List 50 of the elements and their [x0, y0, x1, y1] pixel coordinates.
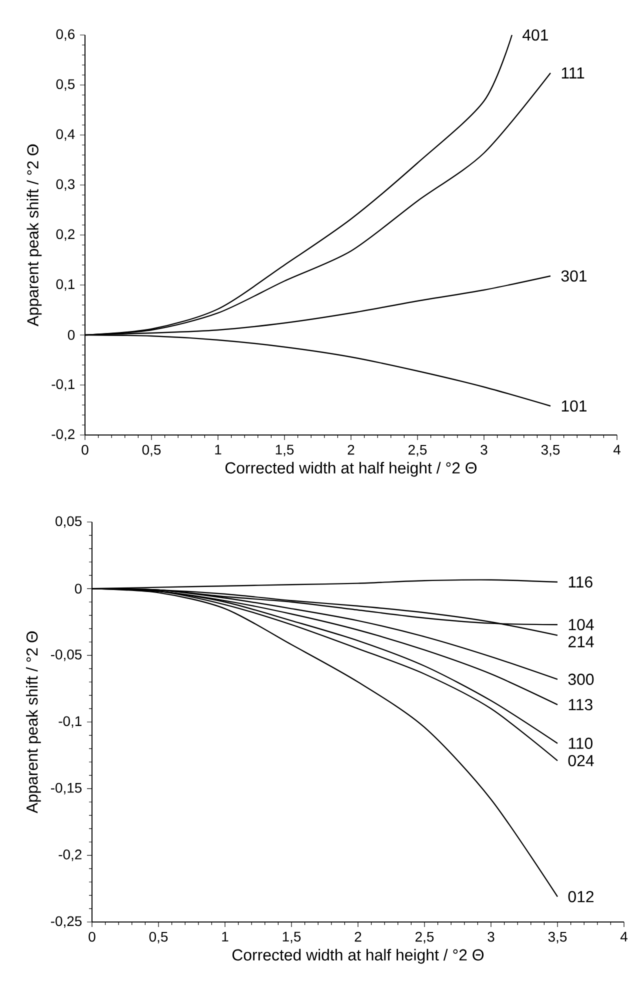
x-tick-label: 1	[215, 444, 222, 454]
series-label: 024	[568, 755, 594, 766]
series-label: 116	[568, 576, 592, 588]
y-tick-label: 0,4	[56, 129, 75, 141]
series-label: 301	[561, 270, 586, 282]
y-tick-label: 0,5	[56, 79, 75, 91]
y-tick-label: -0,1	[52, 379, 74, 391]
x-tick-label: 3,5	[541, 444, 560, 456]
y-tick-label: 0,2	[56, 229, 74, 241]
x-tick-label: 0	[82, 444, 88, 455]
series-label: 104	[568, 619, 594, 630]
x-tick-label: 1,5	[276, 444, 294, 456]
x-tick-label: 4	[613, 444, 620, 454]
series-label: 101	[562, 400, 586, 412]
series-label: 300	[568, 674, 594, 685]
x-tick-label: 2,5	[416, 932, 434, 944]
x-tick-label: 0,5	[149, 932, 168, 944]
y-axis-title: Apparent peak shift / °2 Θ	[26, 144, 42, 326]
x-tick-label: 1,5	[282, 932, 301, 944]
y-tick-label: -0,05	[50, 650, 82, 662]
x-tick-label: 0,5	[142, 444, 161, 456]
x-tick-label: 3,5	[548, 932, 567, 944]
x-axis-title: Corrected width at half height / °2 Θ	[225, 462, 477, 477]
x-tick-label: 1	[222, 932, 228, 942]
x-tick-label: 2	[348, 444, 354, 455]
x-tick-label: 3	[488, 932, 494, 942]
x-tick-label: 4	[620, 932, 628, 942]
y-tick-label: 0	[74, 584, 82, 594]
y-tick-label: -0,15	[50, 782, 82, 794]
y-tick-label: -0,1	[58, 716, 82, 728]
series-label: 401	[522, 29, 548, 41]
x-axis-title: Corrected width at half height / °2 Θ	[232, 948, 484, 964]
y-tick-label: -0,2	[58, 850, 82, 862]
y-tick-label: 0,05	[56, 516, 82, 528]
x-tick-label: 0	[88, 932, 96, 942]
y-tick-label: 0,3	[56, 179, 75, 191]
y-tick-label: -0,25	[50, 916, 82, 928]
series-label: 214	[568, 636, 594, 648]
y-tick-label: 0,1	[56, 279, 74, 291]
y-tick-label: 0	[68, 330, 75, 340]
x-tick-label: 2,5	[408, 444, 427, 456]
y-tick-label: 0,6	[56, 29, 75, 41]
series-label: 111	[562, 68, 584, 78]
series-label: 113	[568, 699, 592, 710]
series-label: 012	[568, 891, 594, 902]
y-tick-label: -0,2	[52, 429, 74, 441]
x-tick-label: 3	[480, 444, 488, 455]
series-label: 110	[568, 738, 592, 749]
y-axis-title: Apparent peak shift / °2 Θ	[26, 631, 41, 814]
x-tick-label: 2	[354, 932, 362, 942]
